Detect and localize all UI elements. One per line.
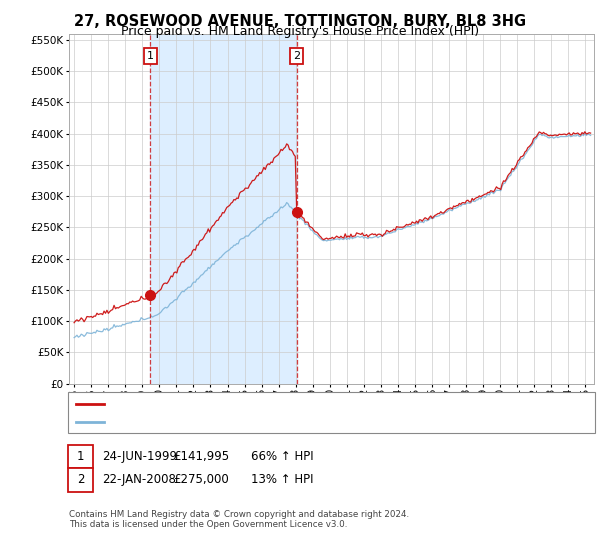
Text: 22-JAN-2008: 22-JAN-2008	[103, 473, 176, 487]
Text: Price paid vs. HM Land Registry's House Price Index (HPI): Price paid vs. HM Land Registry's House …	[121, 25, 479, 38]
Text: 24-JUN-1999: 24-JUN-1999	[103, 450, 178, 463]
Text: 1: 1	[147, 52, 154, 62]
Text: 27, ROSEWOOD AVENUE, TOTTINGTON, BURY, BL8 3HG (detached house): 27, ROSEWOOD AVENUE, TOTTINGTON, BURY, B…	[108, 399, 491, 409]
Text: 2: 2	[77, 473, 84, 487]
Text: £141,995: £141,995	[173, 450, 229, 463]
Text: 1: 1	[77, 450, 84, 463]
Text: 2: 2	[293, 52, 300, 62]
Bar	[151, 34, 296, 384]
Text: Contains HM Land Registry data © Crown copyright and database right 2024.
This d: Contains HM Land Registry data © Crown c…	[69, 510, 409, 529]
Text: 66% ↑ HPI: 66% ↑ HPI	[251, 450, 313, 463]
Text: 13% ↑ HPI: 13% ↑ HPI	[251, 473, 313, 487]
Text: 27, ROSEWOOD AVENUE, TOTTINGTON, BURY, BL8 3HG: 27, ROSEWOOD AVENUE, TOTTINGTON, BURY, B…	[74, 14, 526, 29]
Text: HPI: Average price, detached house, Bury: HPI: Average price, detached house, Bury	[108, 417, 325, 427]
Text: £275,000: £275,000	[173, 473, 229, 487]
